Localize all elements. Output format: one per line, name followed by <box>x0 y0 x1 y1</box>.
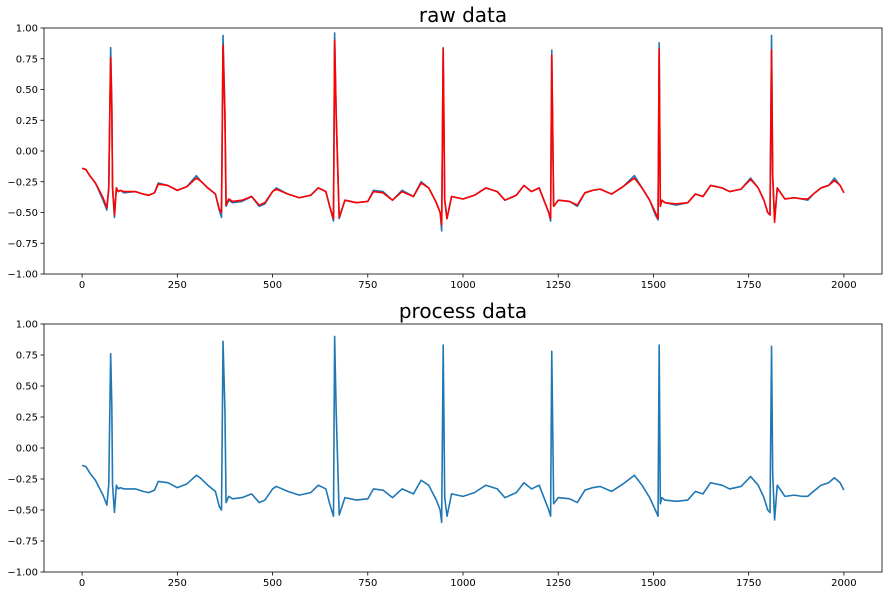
x-tick-label: 250 <box>168 280 187 291</box>
x-tick-label: 0 <box>79 280 85 291</box>
y-tick-label: 0.00 <box>16 147 38 158</box>
plot-frame <box>43 27 883 275</box>
x-tick-label: 1750 <box>736 578 761 589</box>
x-tick-label: 1500 <box>641 578 666 589</box>
y-tick-label: −1.00 <box>7 270 38 281</box>
y-tick-label: −0.50 <box>7 208 38 219</box>
series-line-1 <box>81 335 845 524</box>
x-tick-label: 1500 <box>641 280 666 291</box>
chart-title: process data <box>399 299 527 323</box>
y-tick-label: −0.50 <box>7 506 38 517</box>
series-line-2 <box>81 39 845 226</box>
y-tick-label: 0.75 <box>16 351 38 362</box>
y-tick-label: −1.00 <box>7 568 38 579</box>
y-tick-label: −0.75 <box>7 239 38 250</box>
y-tick-label: −0.25 <box>7 475 38 486</box>
y-tick-label: 0.00 <box>16 444 38 455</box>
x-tick-label: 0 <box>79 578 85 589</box>
y-tick-label: 0.25 <box>16 116 38 127</box>
x-tick-label: 750 <box>358 578 377 589</box>
x-tick-label: 2000 <box>831 280 856 291</box>
x-tick-label: 2000 <box>831 578 856 589</box>
x-tick-label: 1000 <box>450 578 475 589</box>
chart-raw-data: 0 250 500 750 1000 1250 1500 1750 2000 −1.00 −0.75… <box>7 3 883 291</box>
y-tick-label: −0.75 <box>7 537 38 548</box>
x-tick-label: 250 <box>168 578 187 589</box>
x-tick-label: 500 <box>263 578 282 589</box>
y-tick-label: −0.25 <box>7 177 38 188</box>
y-tick-label: 0.75 <box>16 54 38 65</box>
x-tick-label: 1750 <box>736 280 761 291</box>
y-tick-label: 0.50 <box>16 85 38 96</box>
y-tick-label: 1.00 <box>16 24 38 35</box>
y-tick-label: 0.25 <box>16 413 38 424</box>
x-tick-label: 1250 <box>546 578 571 589</box>
x-tick-label: 1250 <box>546 280 571 291</box>
plot-frame <box>43 323 883 573</box>
chart-process-data: 0 250 500 750 1000 1250 1500 1750 2000 −1.00 −0.75… <box>7 299 883 589</box>
chart-title: raw data <box>419 3 507 27</box>
y-tick-label: 1.00 <box>16 320 38 331</box>
y-tick-label: 0.50 <box>16 382 38 393</box>
x-tick-label: 1000 <box>450 280 475 291</box>
series-line-1 <box>81 32 845 232</box>
x-tick-label: 750 <box>358 280 377 291</box>
x-tick-label: 500 <box>263 280 282 291</box>
